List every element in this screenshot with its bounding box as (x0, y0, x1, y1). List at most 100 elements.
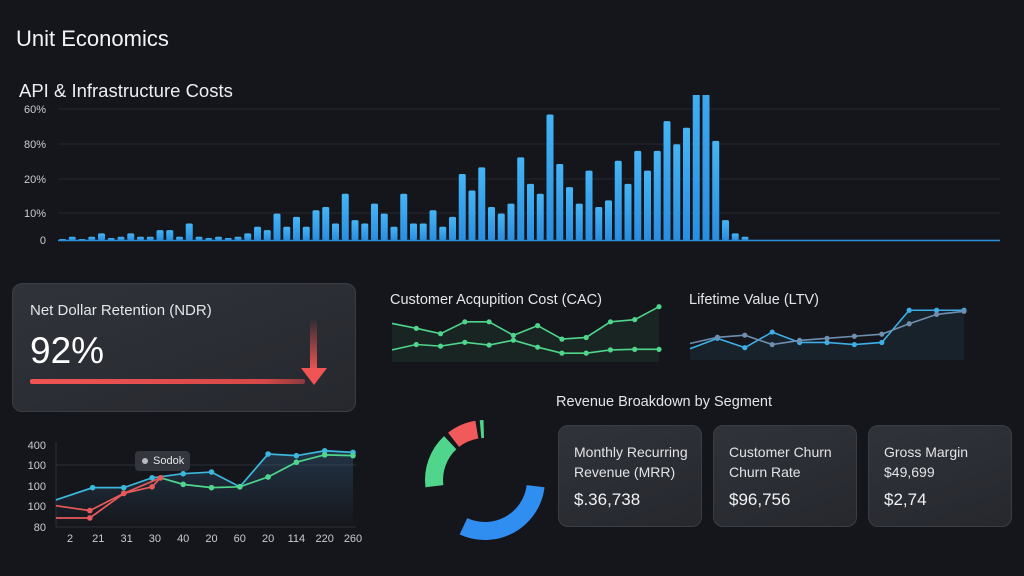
data-point (486, 342, 492, 348)
kpi-sublabel: Revenue (MRR) (574, 464, 676, 480)
bar (663, 121, 671, 240)
bar (634, 150, 642, 240)
kpi-sublabel: $49,699 (884, 464, 935, 480)
bar (419, 223, 427, 240)
data-point (879, 339, 885, 346)
kpi-card[interactable]: Monthly Recurring Revenue (MRR) $.36,738 (558, 425, 702, 527)
ndr-card[interactable] (12, 283, 356, 412)
data-point (89, 484, 96, 491)
data-point (632, 346, 638, 352)
data-point (824, 335, 830, 341)
bar (449, 216, 456, 240)
tooltip-label: Sodok (153, 455, 185, 467)
bar (429, 210, 437, 240)
data-point (632, 317, 638, 323)
bar (605, 200, 612, 240)
x-tick-label: 220 (316, 533, 334, 545)
series-area (690, 310, 964, 360)
data-point (87, 507, 93, 514)
bar (692, 95, 700, 240)
bar (283, 226, 291, 240)
data-point (437, 331, 444, 337)
y-tick-label: 0 (40, 235, 46, 247)
bar (575, 203, 583, 240)
data-point (180, 470, 186, 477)
bar (614, 160, 622, 240)
bar (673, 144, 681, 240)
data-point (559, 350, 565, 356)
data-point (906, 321, 912, 327)
y-tick-label: 400 (28, 440, 46, 452)
data-point (208, 469, 215, 475)
ltv-title: Lifetime Value (LTV) (689, 292, 820, 308)
data-point (583, 334, 589, 341)
page-title: Unit Economics (16, 26, 169, 51)
bar (722, 220, 729, 240)
bar (507, 203, 515, 240)
revenue-donut-chart (425, 420, 545, 540)
data-point (120, 490, 127, 497)
bar (332, 223, 339, 240)
data-point (769, 341, 775, 348)
data-point (851, 341, 857, 348)
bar (712, 140, 720, 240)
data-point (486, 319, 492, 325)
bar (488, 206, 495, 240)
ndr-value: 92% (30, 330, 105, 371)
kpi-value: $96,756 (729, 490, 791, 509)
data-point (293, 459, 300, 466)
bar (341, 193, 349, 240)
bar (215, 236, 222, 240)
series-line (391, 339, 659, 354)
data-point (208, 484, 215, 491)
donut-segment (479, 420, 484, 439)
x-tick-label: 260 (344, 533, 362, 545)
bar (195, 236, 203, 240)
data-point (149, 475, 155, 481)
data-point (437, 343, 444, 349)
bar (166, 230, 174, 240)
data-point (535, 323, 541, 329)
trend-line-chart: 400 100 100 100 80 2 21 31 30 40 20 60 20 114 220 260 (28, 440, 363, 545)
series-line (391, 305, 660, 340)
bar (624, 183, 632, 240)
bar (205, 238, 213, 240)
bar (351, 220, 359, 240)
ndr-title: Net Dollar Retention (NDR) (30, 302, 212, 319)
kpi-label: Customer Churn (729, 444, 832, 460)
bar (185, 223, 193, 240)
bar (302, 226, 310, 240)
bar (566, 187, 573, 240)
y-tick-label: 100 (28, 460, 46, 472)
cac-line-chart (391, 304, 662, 362)
y-tick-label: 100 (28, 501, 46, 513)
bar (546, 114, 554, 240)
data-point (906, 307, 912, 313)
data-point (607, 319, 614, 325)
y-tick-label: 80 (34, 522, 46, 534)
data-point (157, 475, 164, 481)
data-point (934, 311, 940, 317)
data-point (120, 484, 127, 491)
bar (683, 127, 690, 240)
x-tick-label: 31 (120, 533, 132, 545)
kpi-label: Monthly Recurring (574, 444, 688, 460)
bar (312, 210, 320, 240)
bar (273, 213, 281, 240)
bar (497, 213, 505, 240)
ndr-progress-bar (30, 379, 305, 384)
kpi-card[interactable]: Gross Margin $49,699 $2,74 (868, 425, 1012, 527)
kpi-card[interactable]: Customer Churn Churn Rate $96,756 (713, 425, 857, 527)
data-point (851, 333, 857, 339)
x-tick-label: 40 (177, 533, 189, 545)
bar (224, 238, 232, 240)
cac-title: Customer Acqupition Cost (CAC) (390, 292, 602, 308)
down-arrow-icon (301, 318, 327, 385)
data-point (413, 325, 419, 331)
data-point (462, 319, 468, 325)
series-area (392, 306, 659, 362)
bar (595, 206, 603, 240)
data-point (656, 304, 662, 310)
data-point (265, 451, 271, 457)
bar (234, 236, 242, 240)
